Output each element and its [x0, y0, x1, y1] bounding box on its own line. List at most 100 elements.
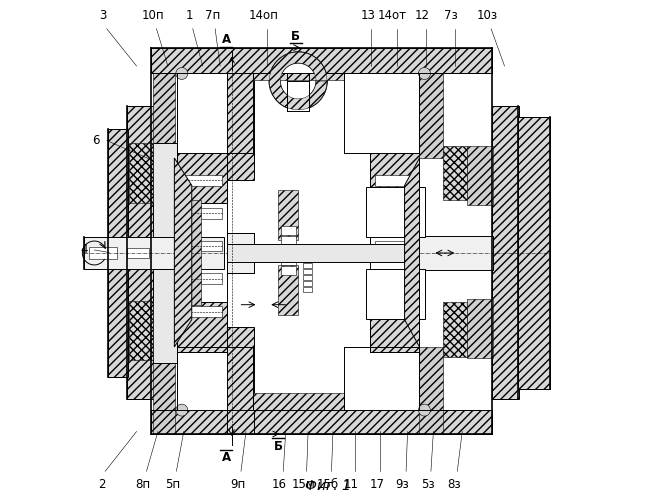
- Text: А: А: [222, 33, 231, 46]
- Bar: [492, 106, 520, 399]
- Text: 14оп: 14оп: [249, 10, 278, 22]
- Bar: [303, 246, 312, 250]
- Text: 10п: 10п: [142, 10, 164, 22]
- Circle shape: [270, 52, 327, 110]
- Bar: [518, 116, 550, 389]
- Bar: [419, 236, 493, 270]
- Bar: [108, 129, 128, 377]
- Bar: [281, 226, 296, 235]
- Text: 15б: 15б: [317, 478, 339, 490]
- Bar: [153, 142, 177, 237]
- Bar: [226, 327, 254, 434]
- Bar: [281, 246, 296, 255]
- Bar: [177, 153, 226, 352]
- Bar: [177, 302, 226, 352]
- Bar: [366, 269, 426, 318]
- Bar: [370, 153, 419, 203]
- Bar: [278, 190, 298, 240]
- Bar: [303, 258, 312, 262]
- Polygon shape: [174, 158, 192, 347]
- Bar: [370, 153, 419, 352]
- Bar: [253, 392, 344, 410]
- Bar: [303, 264, 312, 268]
- Bar: [278, 265, 298, 314]
- Text: 11: 11: [344, 478, 359, 490]
- Text: 14от: 14от: [378, 10, 407, 22]
- Text: 17: 17: [369, 478, 384, 490]
- Text: Б: Б: [274, 440, 283, 453]
- Text: 3: 3: [100, 10, 107, 22]
- Polygon shape: [405, 158, 419, 347]
- Text: 13: 13: [360, 10, 375, 22]
- Bar: [281, 266, 296, 275]
- Bar: [127, 248, 149, 258]
- Bar: [303, 270, 312, 274]
- Bar: [129, 300, 153, 360]
- Bar: [182, 175, 222, 186]
- Bar: [182, 274, 222, 284]
- Bar: [153, 269, 177, 364]
- Text: 9п: 9п: [230, 478, 245, 490]
- Bar: [182, 208, 222, 218]
- Bar: [153, 74, 175, 158]
- Text: 6: 6: [92, 134, 99, 147]
- Bar: [375, 274, 415, 284]
- Bar: [375, 175, 415, 186]
- Bar: [303, 282, 312, 286]
- Circle shape: [419, 404, 430, 416]
- Bar: [303, 288, 312, 292]
- Bar: [303, 276, 312, 280]
- Text: 10з: 10з: [476, 10, 498, 22]
- Bar: [226, 233, 254, 273]
- Text: 4: 4: [81, 244, 89, 256]
- Bar: [375, 240, 415, 252]
- Bar: [375, 208, 415, 218]
- Bar: [152, 410, 492, 434]
- Bar: [443, 302, 467, 357]
- Bar: [253, 74, 344, 80]
- Bar: [287, 81, 309, 111]
- Bar: [467, 146, 493, 205]
- Text: 8з: 8з: [447, 478, 461, 490]
- Bar: [226, 244, 419, 262]
- Text: 5п: 5п: [165, 478, 180, 490]
- Bar: [177, 153, 226, 203]
- Text: Б: Б: [291, 30, 300, 43]
- Circle shape: [419, 68, 430, 80]
- Bar: [129, 143, 153, 203]
- Text: Фиг. 1: Фиг. 1: [305, 478, 351, 492]
- Bar: [226, 74, 254, 180]
- Bar: [366, 188, 426, 237]
- Text: 7з: 7з: [444, 10, 458, 22]
- Text: 7п: 7п: [205, 10, 220, 22]
- Text: 5з: 5з: [420, 478, 434, 490]
- Text: 2: 2: [98, 478, 106, 490]
- Bar: [127, 106, 154, 399]
- Text: А: А: [222, 451, 231, 464]
- Bar: [153, 344, 175, 434]
- Bar: [303, 252, 312, 256]
- Text: 16: 16: [272, 478, 287, 490]
- Bar: [152, 48, 492, 74]
- Circle shape: [176, 68, 188, 80]
- Bar: [443, 146, 467, 201]
- Bar: [281, 236, 296, 245]
- Text: 12: 12: [415, 10, 430, 22]
- Circle shape: [280, 63, 316, 99]
- Text: 1: 1: [186, 10, 194, 22]
- Bar: [89, 247, 117, 259]
- Bar: [177, 200, 201, 304]
- Bar: [375, 306, 415, 317]
- Bar: [281, 256, 296, 265]
- Bar: [370, 302, 419, 352]
- Bar: [182, 240, 222, 252]
- Bar: [152, 48, 492, 74]
- Bar: [419, 347, 443, 434]
- Bar: [85, 237, 224, 269]
- Text: 9з: 9з: [396, 478, 409, 490]
- Text: 8п: 8п: [136, 478, 151, 490]
- Circle shape: [176, 404, 188, 416]
- Bar: [419, 74, 443, 158]
- Bar: [467, 298, 493, 358]
- Bar: [182, 306, 222, 317]
